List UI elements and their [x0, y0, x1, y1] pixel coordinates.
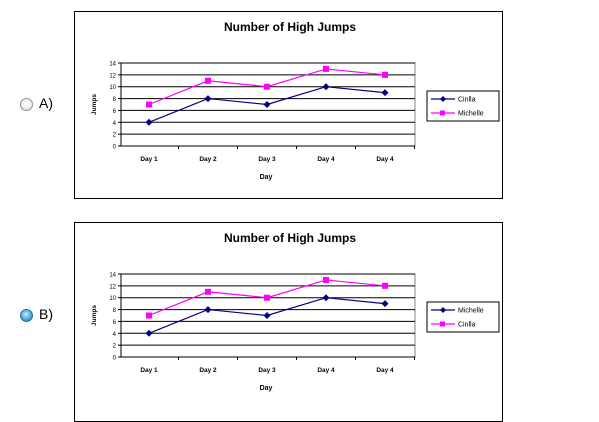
data-point	[205, 288, 211, 295]
legend-box	[426, 301, 500, 333]
data-point	[205, 77, 211, 84]
y-tick-label: 2	[113, 133, 117, 139]
y-tick-label: 12	[109, 73, 116, 79]
chart-a-frame: Number of High Jumps 0 2 4 6 8 10 12 14 Day 1 Day …	[74, 11, 503, 199]
x-tick-label: Day 4	[317, 156, 335, 163]
line-chart-b: Number of High Jumps 0 2 4 6 8 10 12 14 Day 1 Day …	[91, 231, 500, 392]
option-a-label[interactable]: A)	[39, 95, 53, 111]
line-chart-a: Number of High Jumps 0 2 4 6 8 10 12 14 Day 1 Day …	[91, 20, 500, 181]
data-point	[382, 282, 388, 289]
y-tick-label: 4	[113, 121, 117, 127]
data-point	[263, 101, 271, 108]
answer-option-b[interactable]: B) Number of High Jumps 0 2 4 6 8 10 12 14 Day 1 D…	[0, 210, 599, 422]
chart-title: Number of High Jumps	[224, 20, 356, 34]
y-tick-label: 2	[113, 344, 117, 350]
legend-label-1: Michelle	[458, 111, 484, 118]
data-point	[322, 294, 330, 302]
data-point	[145, 329, 153, 337]
data-point	[263, 312, 271, 319]
y-tick-label: 6	[113, 320, 117, 326]
x-tick-label: Day 4	[317, 367, 335, 374]
y-tick-label: 12	[109, 284, 116, 290]
x-tick-label: Day 2	[199, 156, 217, 163]
legend-marker	[440, 96, 446, 102]
x-tick-label: Day 4	[376, 367, 394, 374]
x-axis-title: Day	[260, 385, 273, 392]
y-tick-label: 10	[109, 85, 116, 91]
chart-b-frame: Number of High Jumps 0 2 4 6 8 10 12 14 Day 1 Day …	[74, 222, 503, 422]
y-axis-title: Jumps	[91, 94, 98, 115]
data-point	[322, 83, 330, 91]
data-point	[323, 276, 329, 283]
data-point	[264, 83, 270, 90]
y-tick-label: 10	[109, 296, 116, 302]
y-tick-label: 14	[109, 273, 116, 279]
data-point	[323, 65, 329, 72]
data-point	[146, 312, 152, 319]
y-tick-label: 8	[113, 308, 117, 314]
option-b-label[interactable]: B)	[39, 306, 53, 322]
y-tick-label: 6	[113, 109, 117, 115]
legend-marker	[440, 110, 445, 116]
y-tick-label: 14	[109, 62, 116, 68]
radio-button-b[interactable]	[20, 309, 33, 322]
x-tick-label: Day 3	[258, 367, 276, 374]
x-tick-label: Day 2	[199, 367, 217, 374]
x-tick-label: Day 4	[376, 156, 394, 163]
data-point	[381, 300, 389, 308]
data-point	[264, 294, 270, 301]
legend-label-0: Michelle	[458, 308, 484, 315]
x-tick-label: Day 1	[140, 156, 158, 163]
legend-marker	[440, 321, 445, 327]
chart-title: Number of High Jumps	[224, 231, 356, 245]
legend-label-1: Cinlla	[458, 322, 476, 329]
x-tick-label: Day 3	[258, 156, 276, 163]
data-point	[204, 306, 212, 314]
y-tick-label: 8	[113, 97, 117, 103]
answer-option-a[interactable]: A) Number of High Jumps 0 2 4 6 8 10 12 14 Day 1 D…	[0, 0, 599, 205]
legend-label-0: Cinlla	[458, 97, 476, 104]
radio-button-a[interactable]	[20, 98, 33, 111]
y-tick-label: 0	[113, 356, 117, 362]
data-point	[145, 118, 153, 126]
data-point	[146, 101, 152, 108]
x-tick-label: Day 1	[140, 367, 158, 374]
legend-marker	[440, 307, 446, 313]
data-point	[204, 95, 212, 103]
legend-box	[426, 90, 500, 122]
data-point	[381, 89, 389, 97]
x-axis-title: Day	[260, 174, 273, 181]
y-axis-title: Jumps	[91, 305, 98, 326]
data-point	[382, 71, 388, 78]
y-tick-label: 4	[113, 332, 117, 338]
y-tick-label: 0	[113, 145, 117, 151]
